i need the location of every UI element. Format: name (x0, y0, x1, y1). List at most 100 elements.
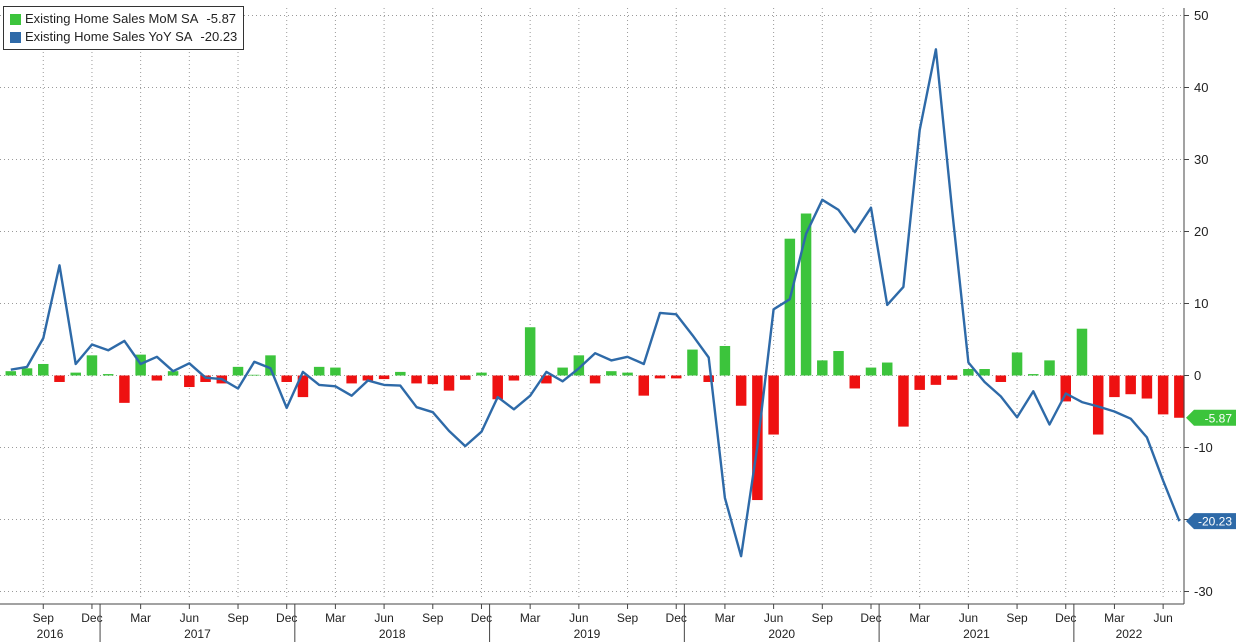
bar-mom (70, 372, 81, 376)
line-yoy (10, 48, 1181, 558)
bar-mom (703, 375, 714, 382)
bar-mom (346, 375, 357, 384)
bar-mom (184, 375, 195, 388)
y-tick-label: -10 (1194, 440, 1213, 455)
y-tick-label: -30 (1194, 584, 1213, 599)
y-tick-label: 30 (1194, 152, 1208, 167)
x-year-label: 2020 (768, 627, 795, 641)
bar-mom (151, 375, 163, 381)
x-tick-label: Jun (1153, 611, 1172, 625)
last-value-yoy: -20.23 (1198, 515, 1232, 529)
x-tick-label: Dec (471, 611, 492, 625)
x-tick-label: Jun (180, 611, 199, 625)
y-tick-label: 40 (1194, 80, 1208, 95)
bar-mom (622, 372, 633, 376)
last-value-mom-bg (1186, 409, 1236, 426)
bar-mom (459, 375, 471, 380)
y-tick-label: 10 (1194, 296, 1208, 311)
bar-mom (102, 374, 114, 376)
bar-mom (476, 372, 487, 376)
bar-mom (589, 375, 601, 384)
bar-mom (995, 375, 1007, 382)
bar-mom (362, 375, 374, 381)
x-tick-label: Mar (909, 611, 930, 625)
bar-mom (833, 351, 844, 376)
bar-mom (881, 362, 893, 376)
bar-mom (265, 355, 276, 376)
bar-mom (654, 375, 666, 379)
bar-mom (1028, 374, 1039, 376)
bar-mom (800, 213, 812, 376)
bar-mom (784, 238, 796, 376)
bar-mom (508, 375, 520, 381)
legend-swatch-mom (10, 13, 21, 25)
bar-mom (849, 375, 861, 389)
x-tick-label: Sep (812, 611, 834, 625)
bar-mom (54, 375, 65, 382)
bar-mom (1011, 352, 1023, 376)
x-tick-label: Sep (422, 611, 444, 625)
bar-mom (5, 371, 17, 376)
legend-item-yoy: Existing Home Sales YoY SA -20.23 (10, 28, 237, 46)
bar-mom (1092, 375, 1104, 435)
bar-mom (1125, 375, 1136, 395)
x-tick-label: Sep (227, 611, 249, 625)
legend-value-yoy: -20.23 (200, 29, 238, 44)
y-tick-label: 0 (1194, 368, 1201, 383)
bar-mom (865, 367, 877, 376)
x-year-label: 2021 (963, 627, 990, 641)
bar-mom (573, 355, 585, 376)
x-tick-label: Jun (374, 611, 393, 625)
x-year-label: 2019 (574, 627, 601, 641)
x-year-label: 2022 (1116, 627, 1143, 641)
bar-mom (606, 371, 617, 376)
bar-mom (914, 375, 925, 390)
x-tick-label: Mar (520, 611, 541, 625)
bar-mom (557, 367, 568, 376)
bar-mom (86, 355, 98, 376)
legend-swatch-yoy (10, 31, 21, 43)
bar-mom (768, 375, 779, 435)
x-tick-label: Sep (1006, 611, 1028, 625)
x-tick-label: Jun (959, 611, 978, 625)
bar-mom (1109, 375, 1120, 398)
bar-mom (817, 360, 828, 376)
x-year-label: 2016 (37, 627, 64, 641)
legend-value-mom: -5.87 (206, 11, 237, 26)
bar-mom (638, 375, 650, 396)
x-year-label: 2018 (379, 627, 406, 641)
x-tick-label: Dec (81, 611, 102, 625)
bar-mom (719, 345, 731, 376)
x-tick-label: Sep (33, 611, 55, 625)
bar-mom (541, 375, 552, 384)
x-tick-label: Mar (325, 611, 346, 625)
last-value-mom: -5.87 (1205, 411, 1233, 425)
bar-mom (492, 375, 503, 400)
bar-mom (443, 375, 455, 391)
bar-mom (21, 368, 33, 376)
bar-mom (313, 366, 325, 376)
chart-legend: Existing Home Sales MoM SA -5.87 Existin… (3, 6, 245, 50)
x-tick-label: Dec (276, 611, 297, 625)
x-tick-label: Mar (715, 611, 736, 625)
bar-mom (946, 375, 958, 380)
bar-mom (930, 375, 942, 385)
x-year-label: 2017 (184, 627, 211, 641)
bar-mom (411, 375, 422, 384)
bar-mom (249, 374, 260, 376)
bar-mom (1141, 375, 1153, 399)
bar-mom (1044, 360, 1055, 376)
x-tick-label: Dec (860, 611, 881, 625)
bar-mom (963, 369, 974, 376)
bar-mom (232, 366, 244, 376)
x-tick-label: Mar (1104, 611, 1125, 625)
bar-mom (735, 375, 747, 406)
bar-mom (297, 375, 309, 398)
bar-mom (687, 349, 698, 376)
legend-label-yoy: Existing Home Sales YoY SA (25, 29, 193, 44)
y-tick-label: 20 (1194, 224, 1208, 239)
bar-mom (119, 375, 130, 403)
bar-mom (38, 363, 49, 376)
